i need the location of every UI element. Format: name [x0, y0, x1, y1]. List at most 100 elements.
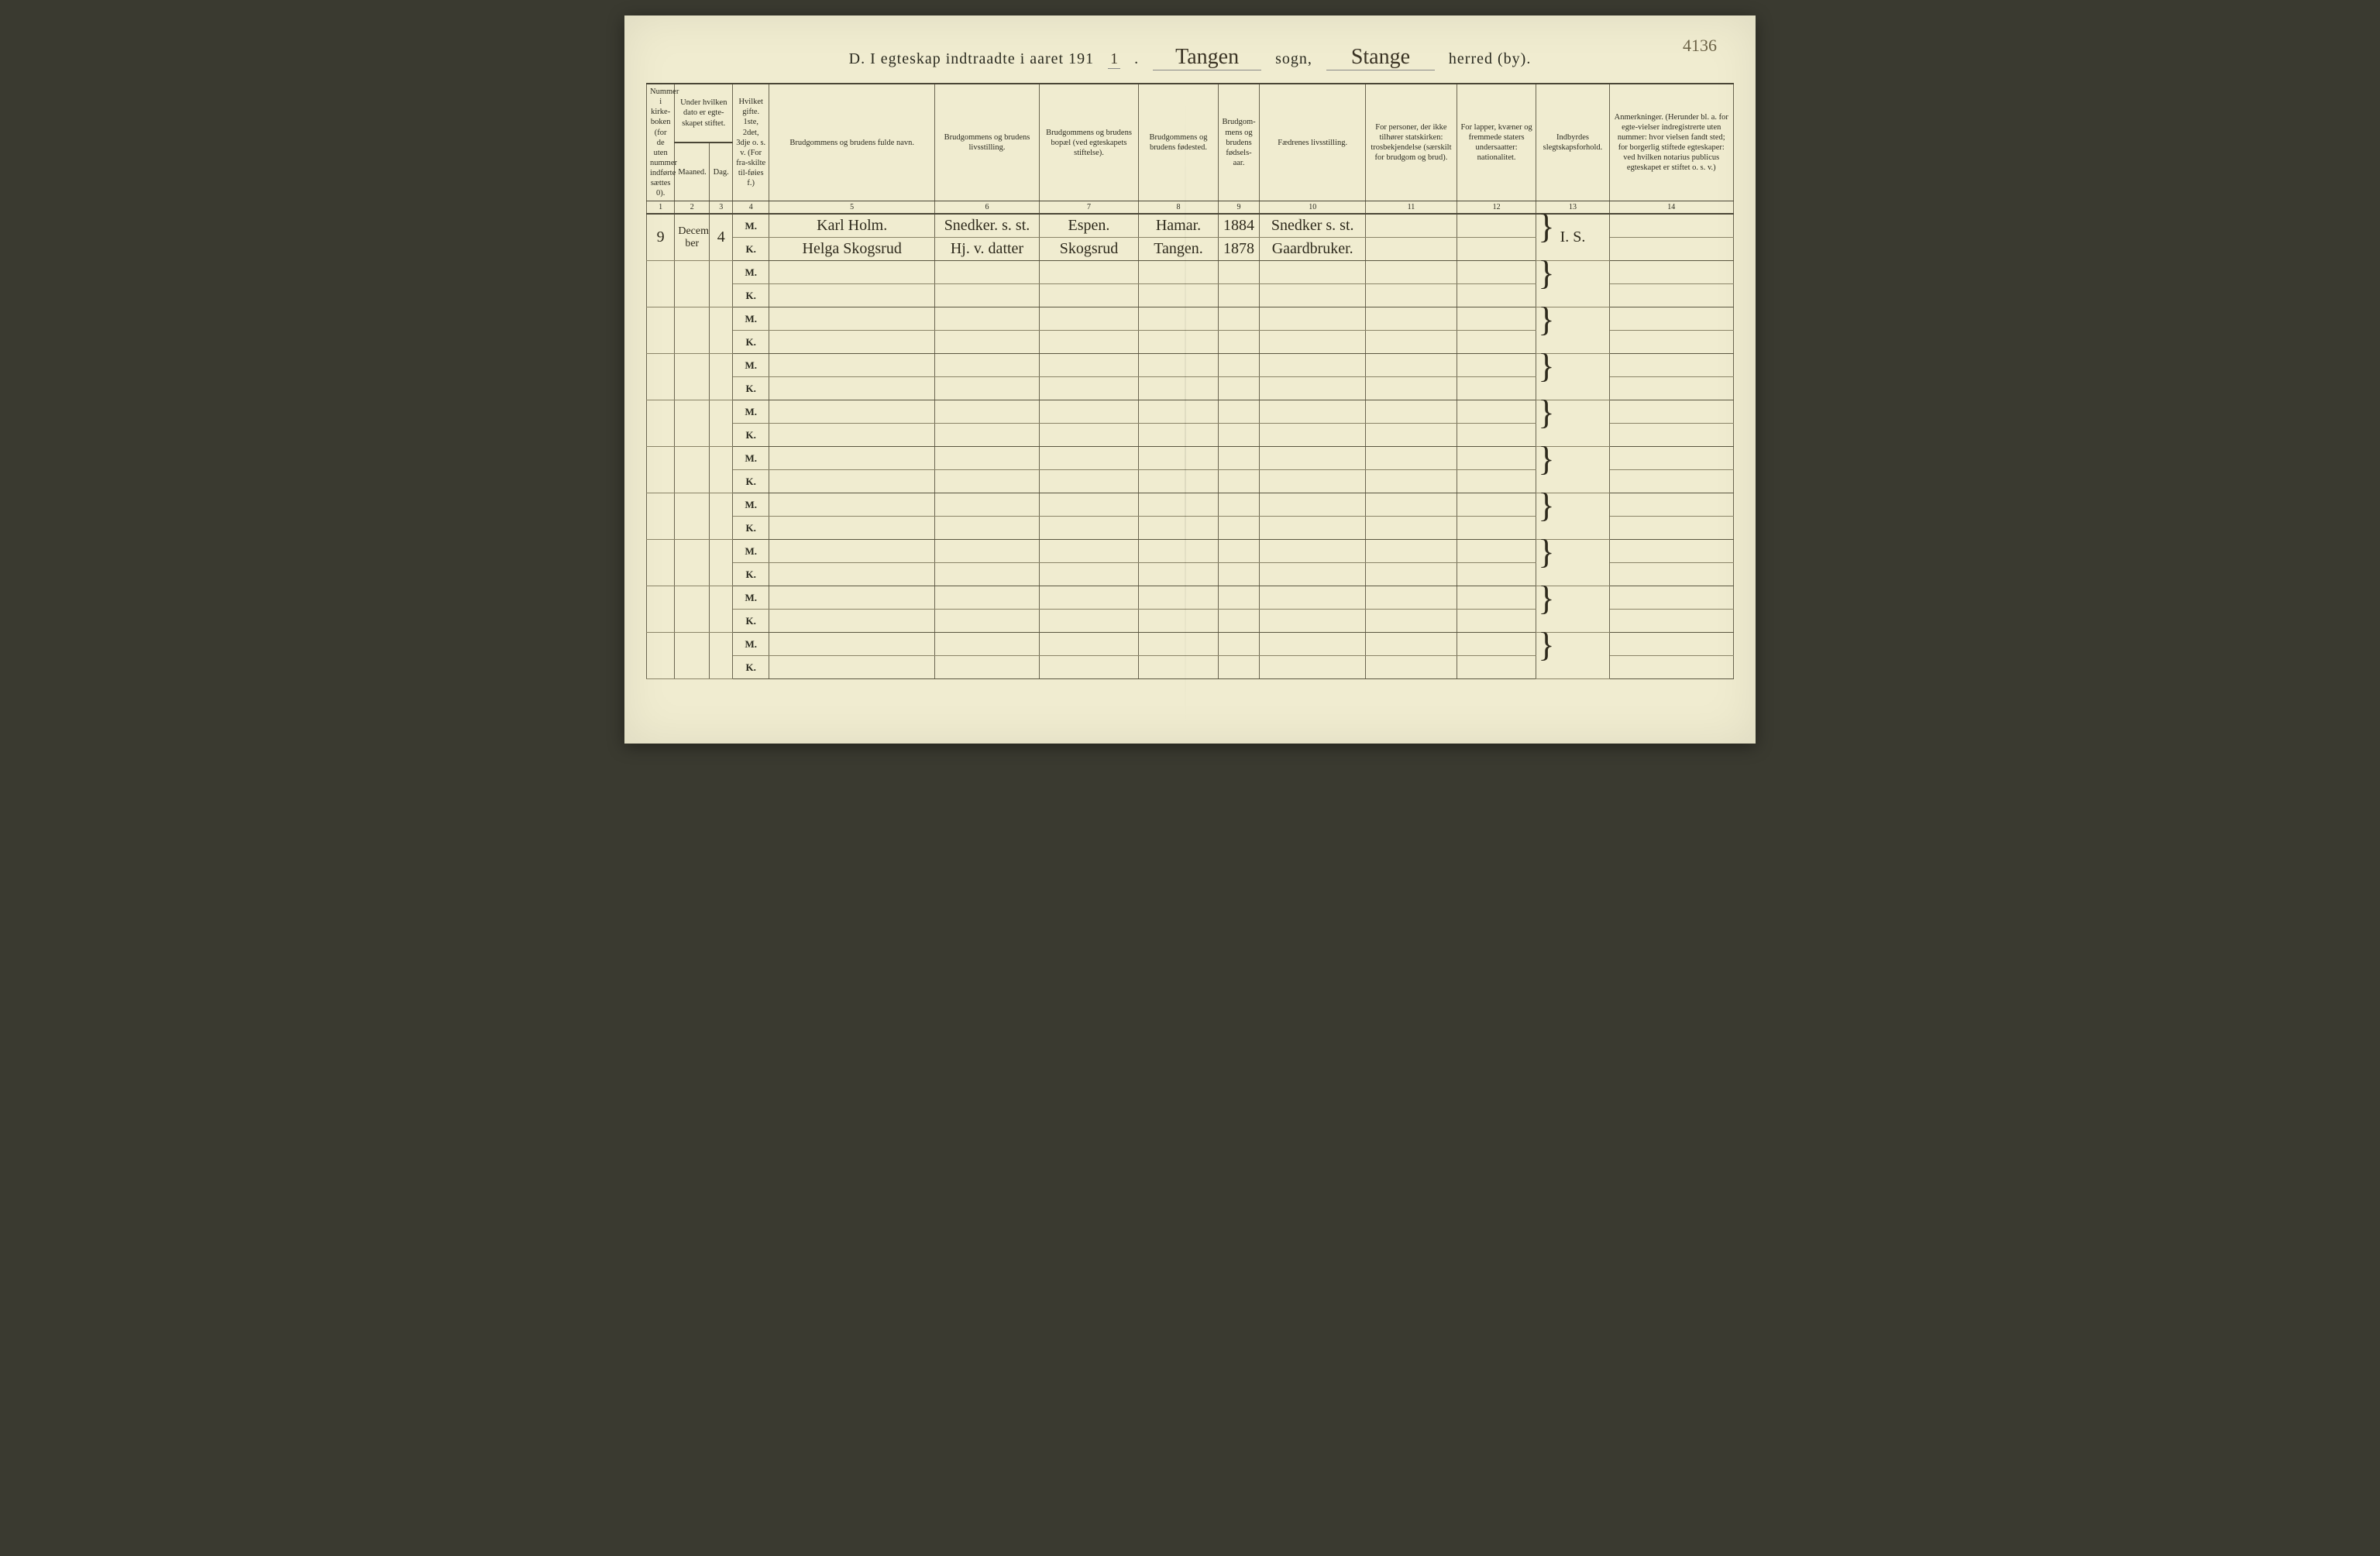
blank-cell [1609, 284, 1733, 307]
blank-cell [710, 307, 733, 354]
blank-row: M.} [647, 633, 1734, 656]
mk-label: K. [733, 238, 769, 261]
groom-name: Karl Holm. [769, 214, 935, 238]
blank-cell [1457, 563, 1536, 586]
blank-cell [1039, 493, 1138, 517]
mk-label: M. [733, 447, 769, 470]
col-header-13: Indbyrdes slegtskapsforhold. [1536, 84, 1609, 201]
blank-cell [1260, 470, 1366, 493]
blank-cell [1218, 424, 1259, 447]
col-header-14: Anmerkninger. (Herunder bl. a. for egte-… [1609, 84, 1733, 201]
col-header-4: Hvilket gifte. 1ste, 2det, 3dje o. s. v.… [733, 84, 769, 201]
blank-cell [710, 493, 733, 540]
mk-label: M. [733, 493, 769, 517]
colnum: 14 [1609, 201, 1733, 215]
blank-cell [710, 586, 733, 633]
blank-cell [1039, 447, 1138, 470]
mk-label: K. [733, 470, 769, 493]
ledger-page: 4136 D. I egteskap indtraadte i aaret 19… [624, 15, 1756, 744]
blank-cell [1260, 354, 1366, 377]
blank-cell [1609, 261, 1733, 284]
blank-cell [1039, 331, 1138, 354]
blank-row: M.} [647, 261, 1734, 284]
sogn-label: sogn, [1275, 50, 1312, 68]
blank-cell [1260, 377, 1366, 400]
blank-cell [935, 377, 1040, 400]
form-title: D. I egteskap indtraadte i aaret 1911. T… [646, 45, 1734, 70]
blank-cell [1218, 633, 1259, 656]
herred-value: Stange [1326, 45, 1435, 70]
blank-cell [1139, 284, 1219, 307]
bride-occupation: Hj. v. datter [935, 238, 1040, 261]
blank-cell [769, 400, 935, 424]
blank-cell [647, 447, 675, 493]
blank-cell [647, 540, 675, 586]
blank-cell [769, 633, 935, 656]
blank-cell [1139, 563, 1219, 586]
blank-cell [769, 331, 935, 354]
blank-cell [1457, 586, 1536, 610]
blank-cell [1260, 447, 1366, 470]
blank-cell [769, 517, 935, 540]
blank-cell [1609, 307, 1733, 331]
col-header-2b: Dag. [710, 143, 733, 201]
blank-row: M.} [647, 307, 1734, 331]
blank-cell [935, 447, 1040, 470]
col-header-6: Brudgommens og brudens livsstilling. [935, 84, 1040, 201]
blank-cell [1457, 517, 1536, 540]
blank-cell [1139, 331, 1219, 354]
blank-cell [935, 284, 1040, 307]
blank-cell [1366, 354, 1457, 377]
blank-cell [1366, 517, 1457, 540]
brace-icon: } [1538, 303, 1554, 337]
colnum: 5 [769, 201, 935, 215]
blank-cell [675, 447, 710, 493]
groom-father-occ: Snedker s. st. [1260, 214, 1366, 238]
blank-cell [675, 261, 710, 307]
colnum: 1 [647, 201, 675, 215]
blank-cell [1139, 377, 1219, 400]
blank-cell [769, 447, 935, 470]
blank-cell [1260, 493, 1366, 517]
blank-cell [1457, 493, 1536, 517]
entry-row-groom: 9 Decem ber 4 M. Karl Holm. Snedker. s. … [647, 214, 1734, 238]
blank-cell [1139, 517, 1219, 540]
brace-icon: } [1538, 535, 1554, 569]
blank-rows: M.}K.M.}K.M.}K.M.}K.M.}K.M.}K.M.}K.M.}K.… [647, 261, 1734, 679]
blank-cell [1218, 493, 1259, 517]
blank-cell [769, 470, 935, 493]
blank-cell [1039, 540, 1138, 563]
blank-cell [1609, 354, 1733, 377]
blank-cell [1366, 493, 1457, 517]
mk-label: M. [733, 586, 769, 610]
blank-cell [1260, 633, 1366, 656]
blank-cell [1609, 563, 1733, 586]
blank-cell [1039, 307, 1138, 331]
blank-cell [1366, 610, 1457, 633]
mk-label: K. [733, 331, 769, 354]
blank-cell [935, 586, 1040, 610]
bride-col12 [1457, 238, 1536, 261]
blank-cell [1218, 261, 1259, 284]
blank-cell [1457, 656, 1536, 679]
blank-cell [710, 261, 733, 307]
blank-cell [647, 400, 675, 447]
blank-row: M.} [647, 447, 1734, 470]
col-header-1: Nummer i kirke-boken (for de uten nummer… [647, 84, 675, 201]
blank-cell [1457, 540, 1536, 563]
blank-cell [1366, 656, 1457, 679]
blank-cell [675, 493, 710, 540]
bride-residence: Skogsrud [1039, 238, 1138, 261]
blank-cell [935, 633, 1040, 656]
blank-cell [1139, 586, 1219, 610]
col-header-11: For personer, der ikke tilhører statskir… [1366, 84, 1457, 201]
colnum: 3 [710, 201, 733, 215]
blank-cell [1457, 377, 1536, 400]
blank-cell [675, 400, 710, 447]
blank-cell [1366, 261, 1457, 284]
groom-birthyear: 1884 [1218, 214, 1259, 238]
blank-cell [1260, 586, 1366, 610]
blank-cell [1366, 424, 1457, 447]
blank-cell [1039, 470, 1138, 493]
colnum: 12 [1457, 201, 1536, 215]
